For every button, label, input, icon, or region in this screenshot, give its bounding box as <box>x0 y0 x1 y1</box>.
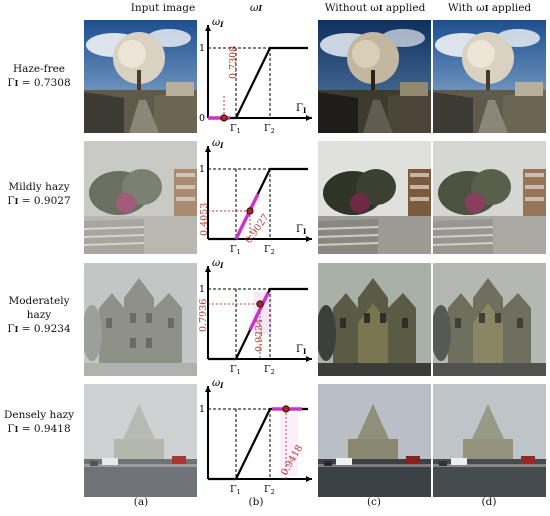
marker-label: 0.7308 <box>228 46 239 79</box>
y-value-label: 0.7936 <box>198 299 209 332</box>
current-point-marker <box>246 207 254 215</box>
y-axis-label: ωI <box>212 378 224 390</box>
y-axis-label: ωI <box>212 258 224 270</box>
gamma2-tick: Γ2 <box>264 364 275 376</box>
y-axis-label: ωI <box>212 17 224 29</box>
row-label-mildly-hazy: Mildly hazy ΓI = 0.9027 <box>7 181 71 207</box>
gamma1-tick: Γ1 <box>230 364 241 376</box>
input-image-mildly-hazy <box>84 141 197 254</box>
row-label-moderately-hazy: Moderately hazy ΓI = 0.9234 <box>7 295 71 335</box>
tick-one: 1 <box>199 284 205 295</box>
tick-one: 1 <box>199 404 205 415</box>
gamma1-tick: Γ1 <box>230 123 241 135</box>
gamma1-tick: Γ1 <box>230 244 241 256</box>
weight-plot-haze-free: 0.7308 ωI 1 0 Γ1 Γ2 ΓI <box>199 17 312 135</box>
tick-one: 1 <box>199 43 205 54</box>
tick-zero: 0 <box>199 113 205 124</box>
gamma2-tick: Γ2 <box>264 484 275 496</box>
current-point-marker <box>256 300 264 308</box>
without-weight-image-moderately-hazy <box>318 263 431 376</box>
y-value-label: 0.4053 <box>199 203 210 236</box>
x-axis-label: ΓI <box>296 344 306 356</box>
without-weight-image-mildly-hazy <box>318 141 431 254</box>
weight-plot-moderately-hazy: 0.7936 0.9234 ωI 1 Γ1 Γ2 ΓI <box>198 258 312 376</box>
highlight-segment <box>234 193 260 240</box>
gamma1-tick: Γ1 <box>230 484 241 496</box>
column-header-omega: ωI <box>249 2 263 14</box>
column-header-without: Without ωI applied <box>324 2 426 14</box>
input-image-haze-free <box>84 20 197 133</box>
current-point-marker <box>282 405 290 413</box>
panel-label-b: (b) <box>248 496 264 508</box>
highlight-segment <box>248 292 270 331</box>
panel-label-d: (d) <box>481 496 497 508</box>
panel-label-c: (c) <box>366 496 382 508</box>
y-axis-label: ωI <box>212 138 224 150</box>
x-axis-label: ΓI <box>296 103 306 115</box>
tick-one: 1 <box>199 164 205 175</box>
with-weight-image-haze-free <box>433 20 546 133</box>
marker-label: 0.9234 <box>254 319 265 352</box>
with-weight-image-mildly-hazy <box>433 141 546 254</box>
x-axis-label: ΓI <box>296 224 306 236</box>
panel-label-a: (a) <box>133 496 149 508</box>
gamma2-tick: Γ2 <box>264 244 275 256</box>
without-weight-image-haze-free <box>318 20 431 133</box>
weight-plot-mildly-hazy: 0.4053 0.9027 ωI 1 Γ1 Γ2 ΓI <box>199 138 312 256</box>
without-weight-image-densely-hazy <box>318 384 431 497</box>
weight-curve <box>208 46 308 120</box>
input-image-moderately-hazy <box>84 263 197 376</box>
weight-plot-densely-hazy: 0.9418 ωI 1 Γ1 Γ2 <box>199 378 312 496</box>
input-image-densely-hazy <box>84 384 197 497</box>
row-label-haze-free: Haze-free ΓI = 0.7308 <box>7 63 71 89</box>
with-weight-image-moderately-hazy <box>433 263 546 376</box>
column-header-with: With ωI applied <box>447 2 532 14</box>
with-weight-image-densely-hazy <box>433 384 546 497</box>
gamma2-tick: Γ2 <box>264 123 275 135</box>
row-label-densely-hazy: Densely hazy ΓI = 0.9418 <box>3 409 75 435</box>
column-header-input: Input image <box>130 2 196 14</box>
